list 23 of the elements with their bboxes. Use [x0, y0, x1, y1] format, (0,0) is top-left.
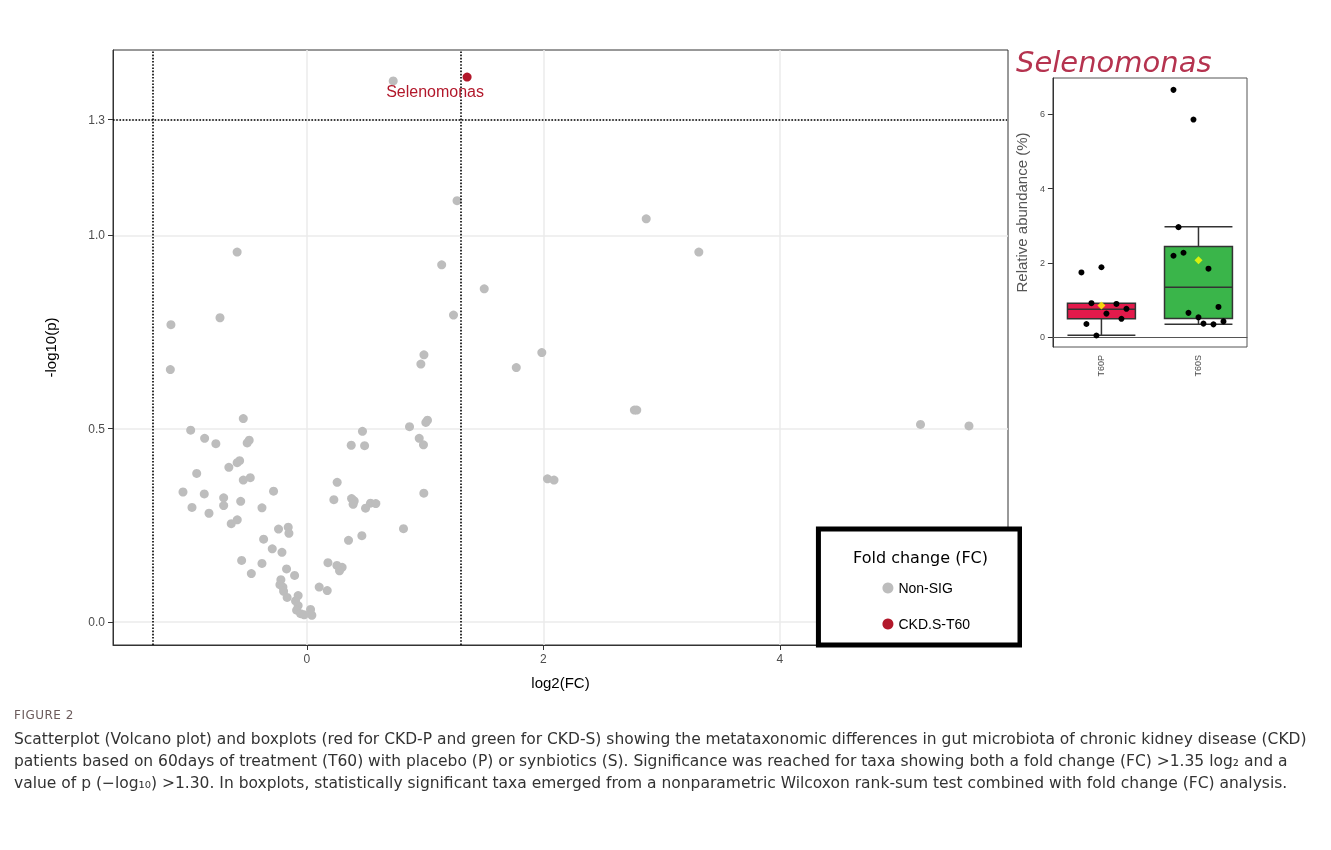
x-tick-label: T60P [1096, 355, 1107, 377]
y-tick-label: 1.3 [88, 112, 106, 127]
x-axis-title: log2(FC) [531, 674, 590, 691]
y-tick-label: 1.0 [88, 228, 106, 243]
x-tick-label: 4 [776, 652, 784, 666]
legend-title: Fold change (FC) [853, 547, 988, 567]
y-tick-label: 0.5 [88, 421, 106, 436]
annotation: Selenomonas [386, 82, 485, 100]
x-tick-label: 0 [303, 652, 311, 666]
y-tick-label: 0.0 [88, 614, 106, 629]
legend-label: Non-SIG [898, 580, 953, 596]
y-tick-label: 6 [1039, 109, 1045, 120]
legend-label: CKD.S-T60 [898, 616, 971, 632]
x-tick-label: T60S [1193, 355, 1204, 377]
y-axis-title: -log10(p) [42, 317, 59, 378]
y-tick-label: 2 [1039, 257, 1045, 268]
y-tick-label: 0 [1039, 331, 1045, 342]
text: Scatterplot (Volcano plot) and boxplots (red for CKD-P and green for CKD-S) showing the metataxonomic differences in gut microbiota of chronic kidney disease (CKD) patients based on 60days of treatment (T60) with placebo (P) or synbiotics (S). Significance was reached for taxa showing both a fold change (FC) >1.35 log₂ and a value of p (−log₁₀) >1.30. In boxplots, statistically significant taxa emerged from a nonparametric Wilcoxon rank-sum test combined with fold change (FC) analysis. [14, 729, 1308, 794]
x-tick-label: 2 [540, 652, 548, 666]
y-axis-title: Relative abundance (%) [1013, 132, 1030, 293]
y-tick-label: 4 [1039, 183, 1045, 194]
chart-title: Selenomonas [1016, 44, 1212, 79]
caption: FIGURE 2 [14, 708, 75, 722]
